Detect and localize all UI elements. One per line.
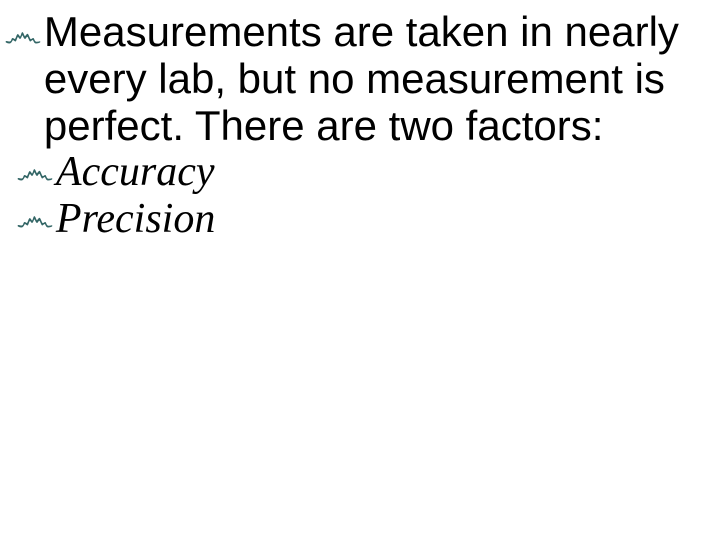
list-item-precision: ෴ Precision: [34, 196, 700, 243]
slide: ෴ Measurements are taken in nearly every…: [0, 0, 720, 540]
main-text: Measurements are taken in nearly every l…: [44, 8, 700, 149]
term-accuracy: Accuracy: [56, 149, 215, 196]
list-item-main: ෴ Measurements are taken in nearly every…: [28, 8, 700, 149]
bullet-icon: ෴: [4, 14, 42, 54]
bullet-icon: ෴: [16, 151, 54, 191]
list-item-accuracy: ෴ Accuracy: [34, 149, 700, 196]
bullet-icon: ෴: [16, 198, 54, 238]
term-precision: Precision: [56, 196, 215, 243]
